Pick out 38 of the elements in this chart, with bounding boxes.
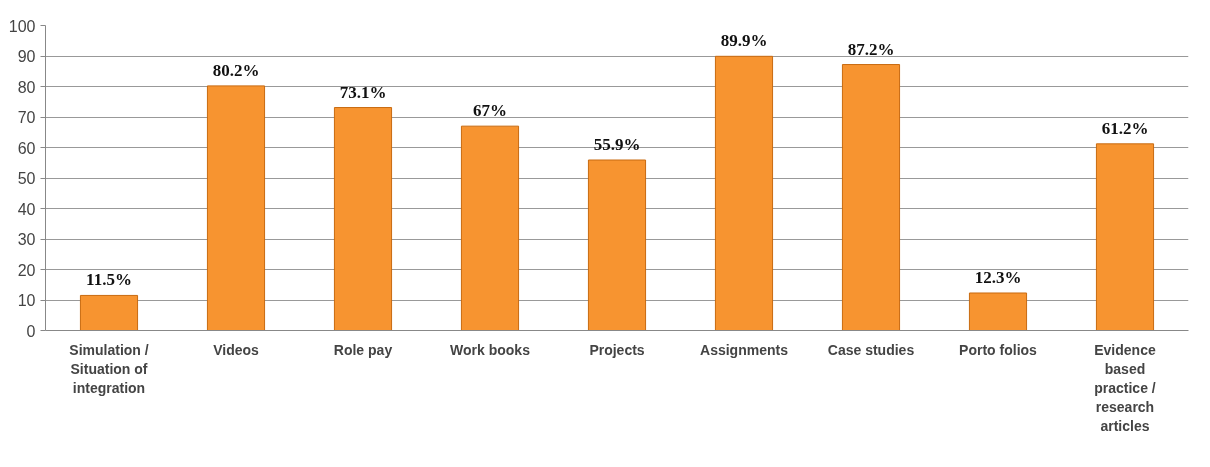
x-tick-label: Projects — [589, 341, 645, 358]
bar — [206, 85, 266, 331]
y-tick-label: 30 — [17, 231, 36, 248]
y-tick-label: 60 — [17, 139, 36, 157]
y-tick-label: 40 — [17, 200, 36, 218]
data-label: 61.2% — [1101, 118, 1149, 138]
y-tick-label: 100 — [8, 17, 36, 35]
data-label: 12.3% — [974, 267, 1022, 287]
bar — [968, 292, 1028, 331]
data-label: 11.5% — [86, 270, 132, 290]
y-tick-label: 0 — [26, 322, 36, 340]
y-tick-label: 70 — [17, 109, 36, 126]
bar — [1095, 143, 1155, 331]
bar — [460, 125, 520, 331]
bar — [333, 107, 393, 331]
y-tick-label: 50 — [17, 170, 36, 187]
x-tick-label: Simulation / Situation of integration — [69, 341, 149, 396]
x-tick-label: Work books — [450, 341, 531, 358]
x-tick-label: Evidence based practice / research articles — [1094, 341, 1156, 435]
data-label: 55.9% — [593, 135, 641, 155]
data-label: 73.1% — [339, 82, 387, 102]
x-tick-label: Role pay — [333, 341, 393, 358]
y-tick-label: 80 — [17, 78, 36, 96]
y-tick-label: 10 — [17, 292, 36, 309]
bar — [79, 294, 139, 331]
data-label: 89.9% — [720, 31, 768, 51]
y-tick-label: 20 — [17, 261, 36, 279]
data-label: 87.2% — [847, 39, 895, 59]
data-label: 80.2% — [212, 60, 260, 80]
x-tick-label: Assignments — [700, 341, 789, 358]
x-tick-label: Videos — [213, 341, 260, 358]
y-tick-label: 90 — [17, 48, 36, 65]
data-label: 67% — [473, 101, 507, 121]
x-tick-label: Porto folios — [959, 341, 1038, 358]
bar — [841, 64, 901, 331]
x-tick-label: Case studies — [827, 341, 915, 358]
bar — [714, 55, 774, 331]
bar — [587, 159, 647, 331]
